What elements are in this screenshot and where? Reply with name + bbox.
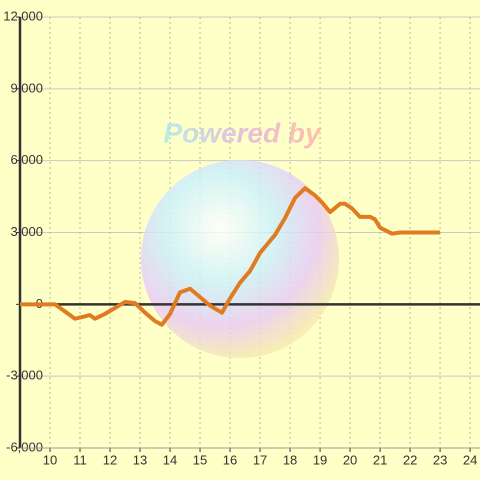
- x-tick-label: 15: [193, 452, 207, 467]
- x-tick-label: 13: [133, 452, 147, 467]
- watermark: Powered by: [163, 117, 322, 148]
- x-tick-label: 14: [163, 452, 177, 467]
- x-tick-label: 16: [223, 452, 237, 467]
- x-tick-label: 10: [43, 452, 57, 467]
- x-tick-label: 18: [283, 452, 297, 467]
- x-tick-label: 19: [313, 452, 327, 467]
- x-tick-label: 12: [103, 452, 117, 467]
- x-tick-label: 23: [433, 452, 447, 467]
- x-tick-label: 22: [403, 452, 417, 467]
- plot: -6,000-3,00003,0006,0009,00012,000101112…: [3, 8, 480, 467]
- x-tick-label: 24: [463, 452, 477, 467]
- y-tick-label: -6,000: [6, 439, 43, 454]
- y-tick-label: 12,000: [3, 8, 43, 23]
- x-tick-label: 20: [343, 452, 357, 467]
- x-tick-label: 17: [253, 452, 267, 467]
- x-tick-label: 21: [373, 452, 387, 467]
- y-tick-label: 6,000: [10, 152, 43, 167]
- x-tick-label: 11: [73, 452, 87, 467]
- y-tick-label: 3,000: [10, 224, 43, 239]
- y-tick-label: 9,000: [10, 80, 43, 95]
- data-line: [20, 186, 441, 327]
- y-tick-label: -3,000: [6, 368, 43, 383]
